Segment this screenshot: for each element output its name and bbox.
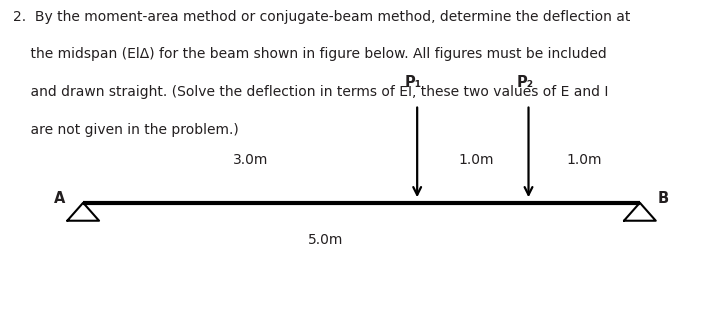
Text: B: B [657,191,669,206]
Text: P₁: P₁ [405,75,422,90]
Text: 1.0m: 1.0m [458,153,495,167]
Text: and drawn straight. (Solve the deflection in terms of EI, these two values of E : and drawn straight. (Solve the deflectio… [13,85,608,99]
Text: 1.0m: 1.0m [566,153,602,167]
Text: 5.0m: 5.0m [308,233,343,247]
Text: P₂: P₂ [516,75,534,90]
Text: A: A [54,191,66,206]
Text: the midspan (ElΔ) for the beam shown in figure below. All figures must be includ: the midspan (ElΔ) for the beam shown in … [13,47,607,61]
Text: 2.  By the moment-area method or conjugate-beam method, determine the deflection: 2. By the moment-area method or conjugat… [13,10,630,24]
Text: are not given in the problem.): are not given in the problem.) [13,123,239,137]
Text: 3.0m: 3.0m [233,153,268,167]
